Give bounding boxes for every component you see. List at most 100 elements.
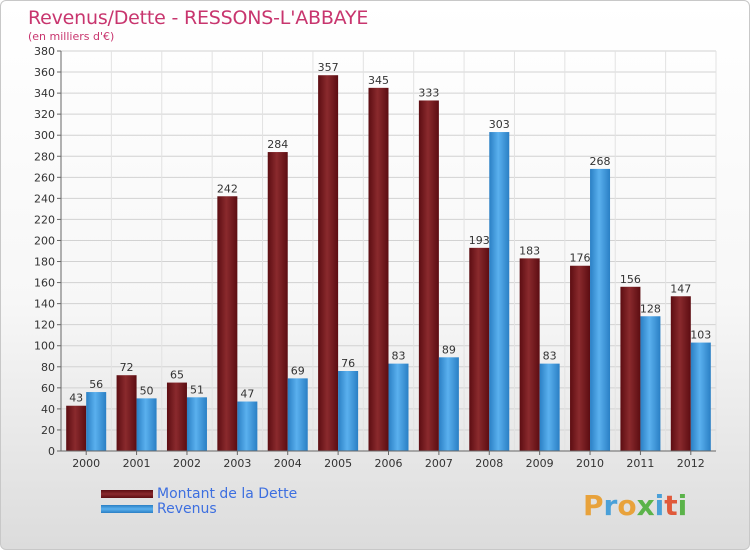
logo-letter: x (636, 489, 655, 522)
bar-revenus (539, 363, 560, 451)
y-tick-label: 140 (34, 298, 55, 311)
y-tick-label: 0 (48, 445, 55, 458)
data-label-revenus: 69 (291, 364, 305, 377)
y-tick-label: 240 (34, 192, 55, 205)
bar-dette (166, 382, 187, 451)
data-label-revenus: 268 (590, 155, 611, 168)
logo-letter: i (654, 489, 665, 522)
data-label-dette: 156 (620, 273, 641, 286)
data-label-revenus: 56 (89, 378, 103, 391)
bar-revenus (489, 132, 510, 452)
x-tick-label: 2005 (324, 457, 352, 470)
bar-dette (570, 265, 591, 451)
bar-dette (368, 87, 389, 451)
data-label-dette: 43 (69, 392, 83, 405)
y-tick-label: 160 (34, 277, 55, 290)
y-tick-label: 260 (34, 171, 55, 184)
data-label-dette: 345 (368, 74, 389, 87)
y-tick-label: 380 (34, 45, 55, 58)
y-tick-label: 360 (34, 66, 55, 79)
bar-revenus (640, 316, 661, 451)
bar-dette (116, 375, 137, 451)
y-tick-label: 80 (41, 361, 55, 374)
x-tick-label: 2004 (274, 457, 302, 470)
logo-letter: t (664, 489, 678, 522)
bar-dette (469, 247, 490, 451)
y-tick-label: 40 (41, 403, 55, 416)
data-label-revenus: 103 (690, 329, 711, 342)
y-tick-label: 20 (41, 424, 55, 437)
bar-dette (66, 405, 87, 451)
chart-title: Revenus/Dette - RESSONS-L'ABBAYE (28, 7, 369, 29)
data-label-dette: 147 (670, 282, 691, 295)
y-tick-label: 320 (34, 108, 55, 121)
x-tick-label: 2010 (576, 457, 604, 470)
bar-revenus (186, 397, 207, 451)
data-label-revenus: 89 (442, 343, 456, 356)
bar-dette (267, 152, 288, 452)
logo-letter: o (617, 489, 637, 522)
bar-dette (620, 286, 641, 451)
bar-dette (670, 296, 691, 451)
bar-revenus (287, 378, 308, 451)
y-tick-label: 60 (41, 382, 55, 395)
proxiti-logo: Proxiti (583, 489, 687, 522)
y-tick-label: 200 (34, 234, 55, 247)
data-label-dette: 242 (217, 182, 238, 195)
x-tick-label: 2006 (375, 457, 403, 470)
data-label-dette: 65 (170, 369, 184, 382)
x-tick-label: 2011 (626, 457, 654, 470)
logo-letter: i (677, 489, 688, 522)
data-label-revenus: 47 (240, 388, 254, 401)
data-label-revenus: 76 (341, 357, 355, 370)
data-label-revenus: 51 (190, 383, 204, 396)
data-label-dette: 183 (519, 244, 540, 257)
x-tick-label: 2012 (677, 457, 705, 470)
data-label-dette: 176 (570, 252, 591, 265)
data-label-revenus: 83 (543, 350, 557, 363)
data-label-revenus: 50 (140, 384, 154, 397)
y-tick-label: 340 (34, 87, 55, 100)
bar-dette (418, 100, 439, 451)
bar-revenus (438, 357, 459, 451)
chart-subtitle: (en milliers d'€) (28, 30, 115, 43)
bar-dette (217, 196, 238, 451)
legend-swatch-dette (101, 490, 153, 498)
data-label-dette: 193 (469, 234, 490, 247)
y-tick-label: 100 (34, 340, 55, 353)
data-label-dette: 284 (267, 138, 288, 151)
data-label-revenus: 83 (392, 350, 406, 363)
y-tick-label: 220 (34, 213, 55, 226)
y-tick-label: 280 (34, 150, 55, 163)
x-tick-label: 2008 (475, 457, 503, 470)
data-label-dette: 72 (120, 361, 134, 374)
bar-dette (318, 75, 339, 452)
bar-revenus (690, 342, 711, 451)
bar-revenus (237, 401, 258, 451)
x-tick-label: 2009 (526, 457, 554, 470)
y-tick-label: 180 (34, 256, 55, 269)
x-tick-label: 2003 (223, 457, 251, 470)
y-tick-label: 120 (34, 319, 55, 332)
y-tick-label: 300 (34, 129, 55, 142)
data-label-dette: 333 (418, 86, 439, 99)
legend-label-revenus: Revenus (157, 501, 217, 517)
data-label-revenus: 303 (489, 118, 510, 131)
bar-revenus (338, 371, 359, 451)
x-tick-label: 2001 (123, 457, 151, 470)
logo-letter: P (583, 489, 604, 522)
bar-revenus (388, 363, 409, 451)
legend-swatch-revenus (101, 505, 153, 513)
data-label-dette: 357 (318, 61, 339, 74)
x-tick-label: 2002 (173, 457, 201, 470)
bar-revenus (590, 168, 611, 452)
x-tick-label: 2000 (72, 457, 100, 470)
bar-revenus (86, 392, 107, 451)
legend-label-dette: Montant de la Dette (157, 486, 298, 502)
data-label-revenus: 128 (640, 302, 661, 315)
x-tick-label: 2007 (425, 457, 453, 470)
bar-dette (519, 258, 540, 451)
bar-revenus (136, 398, 157, 451)
